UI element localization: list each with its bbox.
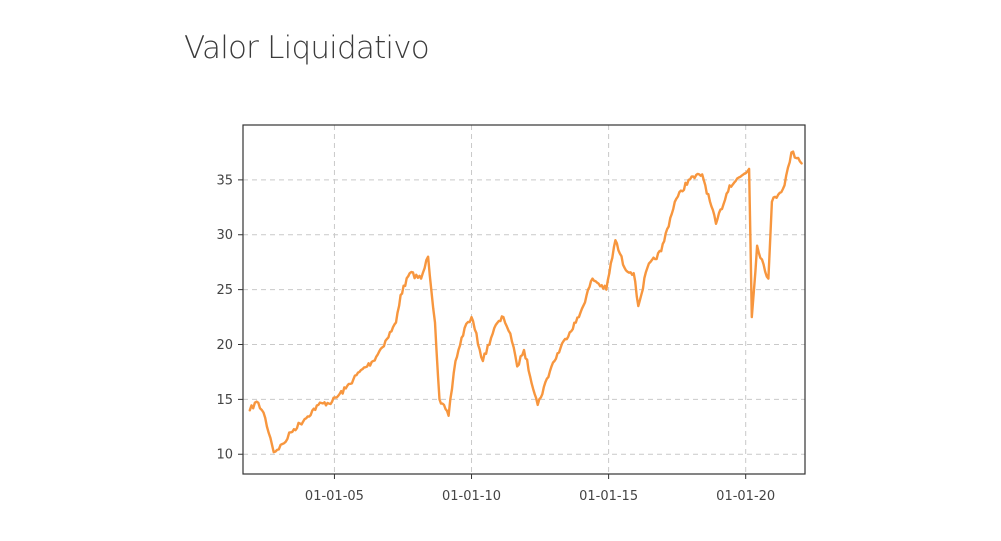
y-tick-label: 35 bbox=[216, 173, 233, 188]
x-axis-ticks: 01-01-05 01-01-10 01-01-15 01-01-20 bbox=[305, 474, 775, 504]
series-line bbox=[248, 150, 803, 454]
y-tick-label: 20 bbox=[216, 338, 233, 353]
y-tick-label: 25 bbox=[216, 283, 233, 298]
y-tick-label: 15 bbox=[216, 393, 233, 408]
y-tick-label: 10 bbox=[216, 448, 233, 463]
x-tick-label: 01-01-10 bbox=[442, 489, 501, 504]
x-tick-label: 01-01-15 bbox=[579, 489, 638, 504]
y-tick-label: 30 bbox=[216, 228, 233, 243]
x-gridlines bbox=[333, 125, 747, 474]
y-axis-ticks: 10 15 20 25 30 35 bbox=[216, 173, 243, 463]
plot-frame bbox=[242, 124, 806, 475]
y-gridlines bbox=[243, 179, 805, 455]
chart-title: Valor Liquidativo bbox=[184, 30, 430, 66]
x-tick-label: 01-01-05 bbox=[305, 489, 364, 504]
x-tick-label: 01-01-20 bbox=[716, 489, 775, 504]
